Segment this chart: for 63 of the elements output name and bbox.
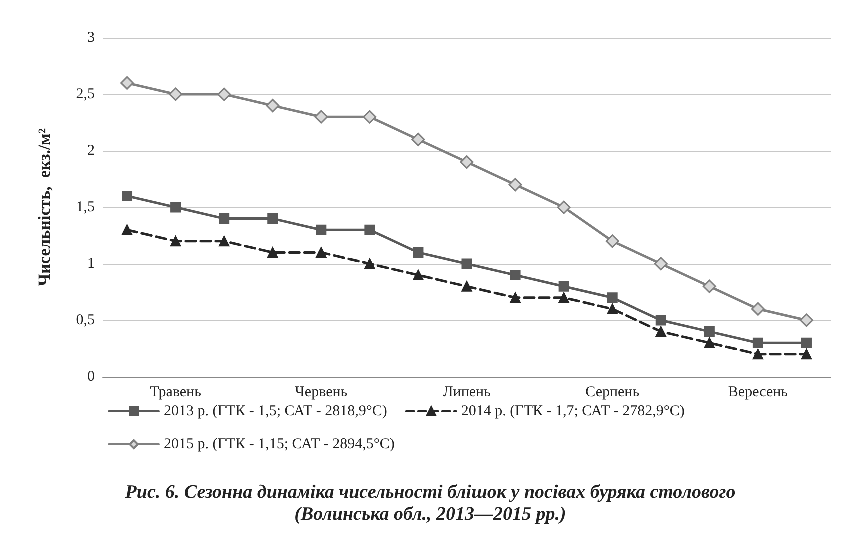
point [170, 236, 182, 247]
point [607, 304, 618, 314]
point [316, 224, 327, 236]
point [702, 280, 716, 294]
point [413, 270, 424, 281]
point [316, 247, 327, 258]
point [510, 270, 521, 281]
point [801, 349, 812, 360]
point [704, 338, 715, 348]
y-axis-title: Чисельність, екз./м² [35, 128, 54, 286]
point [170, 202, 182, 213]
y-tick-label: 2 [88, 143, 95, 159]
legend-label: 2014 р. (ГТК - 1,7; САТ - 2782,9°С) [461, 404, 685, 420]
point [363, 110, 377, 124]
legend-label: 2013 р. (ГТК - 1,5; САТ - 2818,9°С) [164, 404, 388, 420]
point [364, 258, 376, 270]
point [122, 224, 133, 236]
point [654, 257, 668, 271]
legend-label: 2015 р. (ГТК - 1,15; САТ - 2894,5°С) [164, 436, 395, 452]
point [219, 236, 230, 247]
point [656, 326, 666, 338]
point [558, 281, 570, 292]
point [510, 292, 521, 304]
y-tick-label: 0,5 [76, 312, 95, 328]
point [364, 224, 376, 236]
y-tick-label: 0 [88, 369, 95, 385]
point [557, 200, 571, 214]
x-tick-label: Вересень [728, 384, 788, 400]
y-tick-label: 1,5 [76, 200, 95, 216]
point [751, 302, 765, 316]
point [606, 234, 620, 248]
point [656, 315, 666, 326]
point [413, 247, 424, 258]
point [462, 281, 472, 292]
point [268, 214, 278, 224]
x-tick-label: Липень [443, 384, 492, 400]
point [120, 76, 134, 90]
point [752, 338, 764, 348]
x-tick-label: Серпень [586, 384, 640, 400]
point [314, 110, 328, 124]
point [218, 88, 232, 102]
point [268, 247, 278, 258]
x-tick-label: Травень [150, 384, 202, 400]
point [607, 292, 618, 304]
text: (Волинська обл., 2013—2015 рр.) [294, 504, 566, 525]
point [752, 349, 764, 360]
text: Рис. 6. Сезонна динаміка чисельності блішок у посівах буряка столового [124, 482, 736, 503]
point [460, 156, 474, 170]
point [219, 214, 230, 224]
point [801, 338, 812, 348]
point [508, 178, 522, 192]
point [704, 326, 715, 338]
y-tick-label: 3 [88, 30, 95, 46]
point [412, 132, 426, 146]
y-tick-label: 1 [88, 256, 95, 272]
point [558, 292, 570, 304]
point [266, 99, 280, 113]
point [462, 258, 472, 270]
y-tick-label: 2,5 [76, 86, 95, 102]
x-tick-label: Червень [295, 384, 348, 400]
point [169, 88, 183, 102]
point [800, 314, 814, 328]
point [122, 190, 133, 202]
